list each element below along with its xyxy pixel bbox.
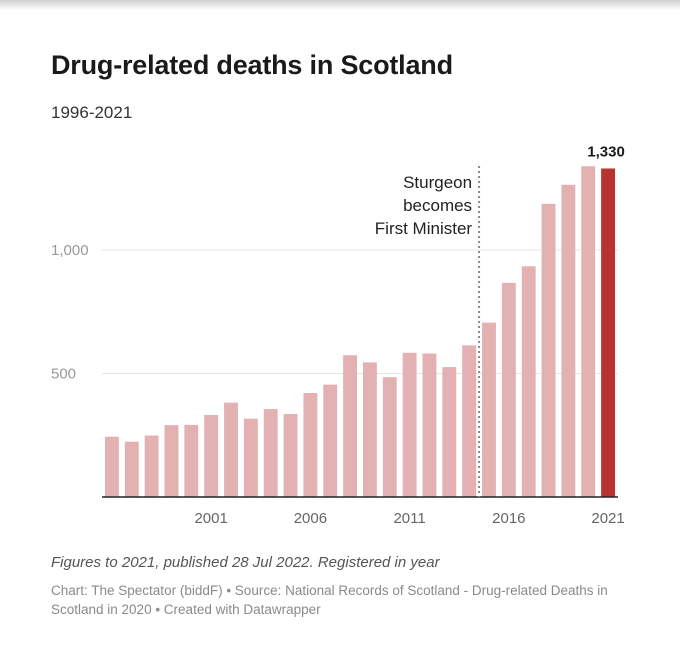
bar-2005 (283, 414, 298, 497)
bar-2007 (323, 384, 338, 497)
chart-note: Figures to 2021, published 28 Jul 2022. … (51, 554, 440, 571)
bar-2019 (561, 184, 576, 498)
annotation-text: First Minister (375, 219, 473, 238)
chart-credit: Chart: The Spectator (biddF) • Source: N… (51, 583, 608, 617)
bar-2020 (581, 166, 596, 497)
y-tick-label: 500 (51, 366, 76, 383)
bar-2012 (422, 353, 437, 497)
bar-2021 (601, 168, 616, 498)
bar-2015 (482, 322, 496, 497)
chart-subtitle: 1996-2021 (51, 103, 133, 122)
x-tick-label: 2011 (393, 510, 425, 527)
bar-2008 (343, 355, 358, 497)
x-tick-label: 2006 (294, 510, 327, 527)
bar-chart: 500 1,000 2001 2006 2011 2016 2021 1,330 Sturgeo… (51, 143, 625, 527)
bar-2013 (442, 367, 457, 497)
annotation-text: Sturgeon (403, 173, 472, 192)
bar-2002 (224, 402, 238, 497)
bar-2010 (382, 377, 397, 497)
bar-2018 (541, 203, 556, 497)
bar-2000 (184, 424, 199, 497)
value-label: 1,330 (587, 143, 625, 160)
annotation-text: becomes (403, 196, 472, 215)
bar-2001 (204, 414, 219, 497)
chart-title: Drug-related deaths in Scotland (51, 50, 453, 80)
bar-1997 (124, 441, 139, 497)
bar-1999 (164, 425, 179, 497)
x-tick-label: 2001 (194, 510, 227, 527)
bar-2003 (243, 418, 258, 497)
top-shadow (0, 0, 680, 10)
bar-2017 (521, 266, 536, 497)
x-tick-label: 2021 (591, 510, 624, 527)
y-tick-label: 1,000 (51, 242, 89, 259)
bar-2011 (402, 352, 417, 497)
bar-1998 (144, 435, 159, 497)
bar-1996 (104, 436, 119, 497)
x-tick-label: 2016 (492, 510, 525, 527)
bar-2016 (501, 282, 516, 497)
bar-2004 (263, 409, 278, 497)
bar-2014 (462, 345, 477, 497)
bar-2006 (303, 393, 318, 497)
bar-2009 (362, 362, 377, 497)
